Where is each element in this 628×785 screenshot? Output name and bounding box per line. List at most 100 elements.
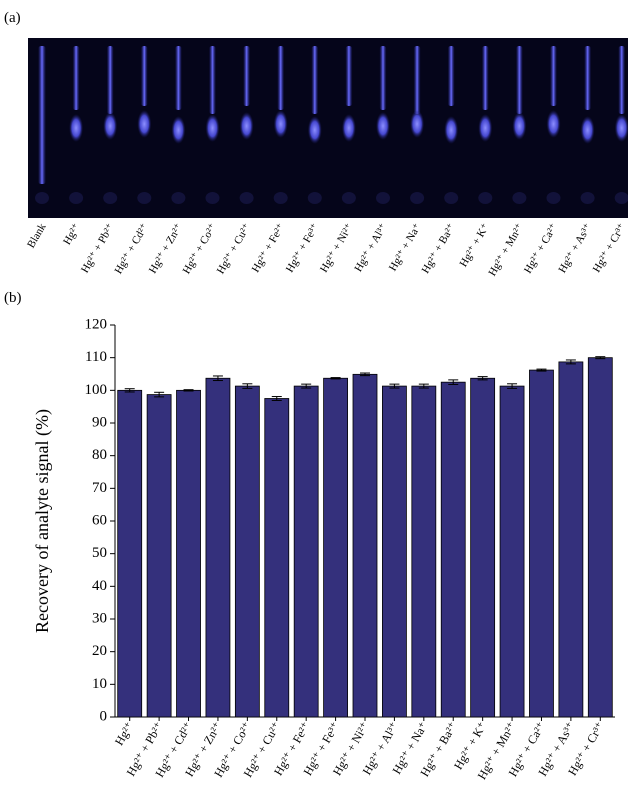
- origin-spot: [614, 192, 628, 204]
- lane-label: Hg²⁺ + Fe³⁺: [284, 221, 322, 274]
- origin-spot: [35, 192, 49, 204]
- error-bar: [271, 396, 282, 401]
- error-bar: [477, 376, 488, 381]
- strip: [140, 46, 148, 106]
- origin-spot: [341, 192, 356, 204]
- lane-label: Hg²⁺ + Cd²⁺: [112, 221, 151, 276]
- error-bar: [448, 379, 459, 385]
- y-tick-label: 10: [92, 676, 107, 692]
- spot: [512, 112, 527, 140]
- y-tick-label: 50: [92, 545, 107, 561]
- error-bar: [565, 359, 576, 365]
- origin-spot: [103, 192, 118, 204]
- strip: [209, 46, 216, 114]
- spot: [171, 116, 186, 144]
- bar: [323, 377, 348, 718]
- panel-label: (a): [4, 10, 21, 26]
- strip: [243, 46, 251, 106]
- spot: [478, 114, 493, 142]
- bar: [117, 389, 143, 718]
- strip: [277, 46, 285, 110]
- lane-label: Hg²⁺ + Cr³⁺: [591, 221, 628, 274]
- bar: [587, 357, 613, 718]
- error-bar: [389, 383, 400, 389]
- origin-spot: [273, 192, 288, 204]
- strip: [515, 46, 523, 114]
- error-bar: [242, 383, 253, 389]
- error-bar: [124, 388, 135, 393]
- error-bar: [301, 383, 312, 389]
- origin-spot: [580, 192, 595, 204]
- lane-label: Hg²⁺ + Al³⁺: [352, 221, 389, 274]
- origin-spot: [444, 192, 459, 204]
- lane-label: Hg²⁺ + Co²⁺: [181, 221, 220, 276]
- bar: [529, 369, 554, 718]
- origin-spot: [376, 192, 390, 204]
- lane-label: Hg²⁺ + As³⁺: [556, 221, 594, 275]
- lane-label: Hg²⁺ + Mn²⁺: [486, 221, 526, 278]
- error-bar: [418, 383, 429, 389]
- spot: [614, 114, 628, 142]
- bar: [234, 385, 260, 718]
- bar: [264, 398, 290, 718]
- spot: [103, 112, 118, 140]
- spot: [341, 114, 356, 142]
- lane-label: Hg²⁺ + Pb²⁺: [79, 221, 117, 275]
- x-tick-label: Hg²⁺: [112, 720, 136, 748]
- lane-label: Hg²⁺ + Ba²⁺: [420, 221, 458, 275]
- y-tick-label: 100: [85, 382, 108, 398]
- y-tick-label: 70: [92, 480, 107, 496]
- strip: [481, 46, 489, 110]
- panel-label: (b): [4, 290, 22, 306]
- y-tick-label: 30: [92, 610, 107, 626]
- spot: [307, 116, 322, 144]
- origin-spot: [512, 192, 527, 204]
- lane-label: Hg²⁺: [61, 221, 83, 247]
- origin-spot: [137, 192, 152, 204]
- lane-label: Blank: [25, 221, 49, 250]
- error-bar: [154, 391, 165, 398]
- strip: [72, 46, 80, 110]
- strip: [106, 46, 114, 114]
- y-tick-label: 0: [100, 708, 108, 724]
- strip: [413, 46, 421, 114]
- bar: [440, 381, 466, 718]
- bar: [146, 394, 172, 718]
- strip: [345, 46, 353, 106]
- error-bar: [183, 389, 194, 392]
- lane-label: Hg²⁺ + Fe²⁺: [250, 221, 288, 274]
- bar: [352, 373, 378, 718]
- origin-spot: [546, 192, 561, 204]
- y-tick-label: 20: [92, 643, 107, 659]
- origin-spot: [205, 192, 220, 204]
- spot: [239, 112, 254, 140]
- strip: [618, 46, 626, 114]
- spot: [69, 114, 84, 142]
- origin-spot: [69, 192, 84, 204]
- y-tick-label: 40: [92, 578, 107, 594]
- bar: [382, 385, 407, 718]
- bar: [176, 389, 201, 718]
- spot: [137, 110, 152, 138]
- strip: [38, 46, 46, 184]
- lane-label: Hg²⁺ + Ca²⁺: [522, 221, 560, 275]
- bar: [558, 361, 584, 718]
- origin-spot: [171, 192, 186, 204]
- spot: [444, 116, 459, 144]
- lane-label: Hg²⁺ + Cu²⁺: [215, 221, 254, 276]
- strip: [174, 46, 182, 110]
- y-tick-label: 60: [92, 512, 107, 528]
- spot: [410, 110, 425, 138]
- lane-label: Hg²⁺ + Na⁺: [387, 221, 424, 273]
- spot: [580, 116, 595, 144]
- y-tick-label: 90: [92, 414, 107, 430]
- y-tick-label: 110: [85, 349, 107, 365]
- spot: [205, 114, 220, 142]
- spot: [273, 110, 288, 138]
- lane-label: Hg²⁺ + Zn²⁺: [147, 221, 185, 275]
- error-bar: [595, 356, 606, 360]
- error-bar: [536, 368, 547, 372]
- origin-spot: [478, 192, 493, 204]
- error-bar: [212, 375, 223, 382]
